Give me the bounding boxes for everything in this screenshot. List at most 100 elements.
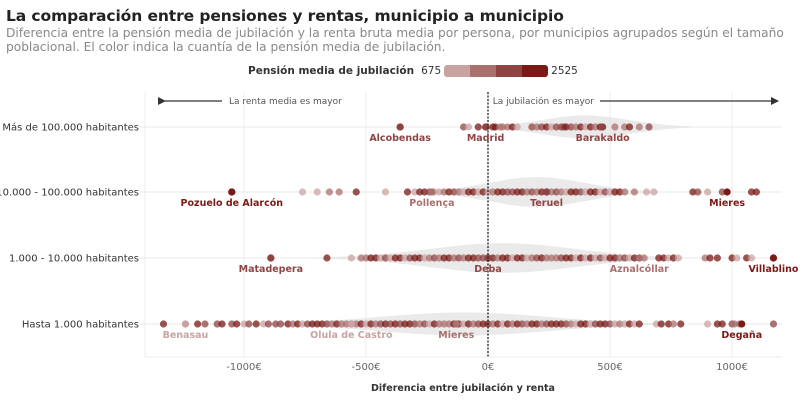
data-point [657, 320, 665, 328]
row-label: Hasta 1.000 habitantes [22, 320, 139, 331]
data-point [352, 188, 360, 196]
x-tick-label: -1000€ [226, 362, 261, 373]
labeled-point [542, 188, 551, 196]
data-point [245, 320, 253, 328]
data-point [347, 254, 355, 262]
labeled-point [599, 123, 607, 131]
data-point [403, 188, 412, 196]
data-point [325, 188, 333, 196]
data-point [718, 320, 726, 328]
data-point [611, 123, 619, 131]
data-point [233, 320, 241, 328]
legend-swatch [444, 65, 471, 77]
axes: Diferencia entre jubilación y renta La r… [0, 96, 779, 394]
data-point [669, 320, 678, 328]
data-point [464, 123, 473, 131]
data-point [704, 320, 712, 328]
data-point [635, 123, 643, 131]
point-label: Teruel [530, 198, 563, 209]
point-label: Olula de Castro [310, 330, 393, 341]
data-point [694, 188, 702, 196]
legend-min-label: 675 [421, 65, 442, 77]
data-point [218, 320, 226, 328]
data-point [752, 188, 761, 196]
annotation-right: La jubilación es mayor [493, 96, 595, 107]
labeled-point [723, 188, 731, 196]
point-label: Degaña [721, 330, 762, 341]
labeled-point [267, 254, 275, 262]
data-point [733, 254, 741, 262]
point-label: Pozuelo de Alarcón [181, 198, 284, 209]
legend-title: Pensión media de jubilación [248, 65, 415, 77]
labeled-point [181, 320, 190, 328]
point-label: Villablino [748, 264, 798, 275]
violins [207, 115, 715, 336]
annotation-left: La renta media es mayor [229, 97, 342, 107]
data-point [674, 254, 682, 262]
labeled-point [347, 320, 355, 328]
data-point [645, 123, 653, 131]
data-point [264, 320, 272, 328]
point-label: Barakaldo [576, 133, 631, 144]
point-label: Matadepera [239, 264, 303, 275]
legend-swatch [496, 65, 523, 77]
data-point [335, 188, 343, 196]
labeled-point [228, 188, 236, 196]
legend-max-label: 2525 [551, 65, 578, 77]
data-point [159, 320, 168, 328]
row-label: Más de 100.000 habitantes [2, 122, 139, 134]
color-legend: Pensión media de jubilación 675 2525 [248, 64, 578, 78]
data-point [677, 320, 685, 328]
labeled-point [396, 123, 404, 131]
legend-color-ramp [444, 65, 549, 77]
data-point [713, 254, 721, 262]
row-label: 1.000 - 10.000 habitantes [9, 254, 139, 265]
chart-title: La comparación entre pensiones y rentas,… [6, 7, 564, 25]
point-label: Deba [474, 264, 502, 275]
point-label: Pollença [409, 198, 454, 209]
row-label: 10.000 - 100.000 habitantes [0, 188, 139, 199]
point-label: Mieres [709, 198, 745, 209]
data-point [704, 188, 712, 196]
point-label: Benasau [163, 330, 209, 341]
data-point [630, 188, 639, 196]
point-label: Aznalcóllar [610, 264, 669, 275]
data-point [643, 188, 651, 196]
point-labels: Alcobendas Madrid Barakaldo Pozuelo de Alar… [163, 133, 799, 341]
labeled-point [428, 188, 436, 196]
legend-swatch [522, 65, 549, 77]
grid [144, 92, 782, 358]
data-point [706, 254, 714, 262]
data-point [747, 254, 756, 262]
labeled-point [769, 254, 778, 262]
data-point [474, 123, 482, 131]
data-point [194, 320, 202, 328]
labeled-point [452, 320, 460, 328]
legend-swatch [470, 65, 497, 77]
x-tick-label: 0€ [482, 362, 495, 373]
point-label: Mieres [438, 330, 474, 341]
labeled-point [635, 254, 643, 262]
labeled-point [738, 320, 746, 328]
row-lines [139, 126, 782, 325]
point-label: Madrid [467, 133, 504, 144]
point-label: Alcobendas [369, 133, 431, 144]
data-point [769, 320, 778, 328]
data-point [621, 188, 629, 196]
data-points [159, 123, 778, 328]
data-point [513, 123, 521, 131]
data-point [277, 320, 285, 328]
data-point [625, 123, 634, 131]
x-tick-label: 1000€ [716, 362, 748, 373]
data-point [323, 254, 331, 262]
x-tick-label: -500€ [351, 362, 380, 373]
x-axis-label: Diferencia entre jubilación y renta [371, 383, 555, 394]
data-point [650, 188, 658, 196]
data-point [635, 320, 643, 328]
chart-subtitle: Diferencia entre la pensión media de jub… [6, 26, 784, 54]
data-point [298, 188, 307, 196]
x-tick-label: 500€ [597, 362, 622, 373]
data-point [381, 188, 390, 196]
data-point [201, 320, 209, 328]
